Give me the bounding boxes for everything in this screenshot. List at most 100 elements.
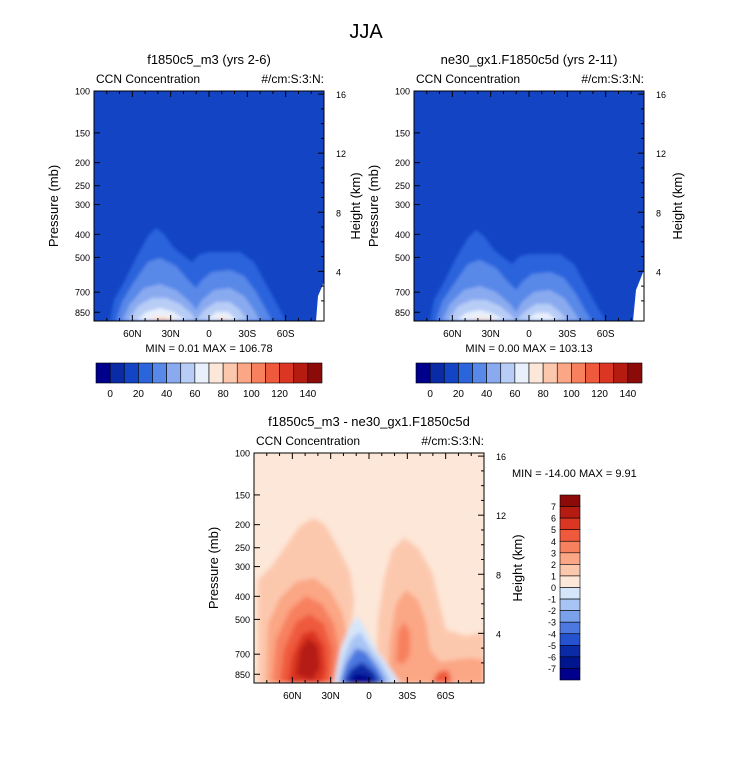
colorbar-label: 120 <box>271 389 288 400</box>
colorbar-box <box>251 362 266 384</box>
colorbar-box <box>559 587 581 600</box>
y2-tick-label: 12 <box>656 149 666 159</box>
colorbar-label: 0 <box>427 389 433 400</box>
y-tick-label: 300 <box>235 562 250 572</box>
colorbar-label: 100 <box>563 389 580 400</box>
x-tick-label: 30S <box>558 329 576 340</box>
colorbar-box <box>559 529 581 542</box>
colorbar-box <box>559 656 581 669</box>
y-tick-label: 200 <box>395 158 410 168</box>
colorbar-box <box>472 362 487 384</box>
colorbar-box <box>559 668 581 681</box>
y-tick-label: 150 <box>395 128 410 138</box>
colorbar-box <box>180 362 196 384</box>
panel-a-ylabel-right: Height (km) <box>348 172 363 239</box>
y-tick-label: 500 <box>75 253 90 263</box>
y-tick-label: 250 <box>235 543 250 553</box>
y2-tick-label: 16 <box>336 90 346 100</box>
panel-b-ylabel: Pressure (mb) <box>366 165 381 247</box>
x-tick-label: 30N <box>481 329 499 340</box>
x-tick-label: 30N <box>321 691 339 702</box>
panel-b-right-label: #/cm:S:3:N: <box>581 72 644 86</box>
panel-b: ne30_gx1.F1850c5d (yrs 2-11) CCN Concent… <box>366 52 685 400</box>
x-tick-label: 0 <box>526 329 532 340</box>
colorbar-box <box>585 362 600 384</box>
x-tick-label: 30S <box>238 329 256 340</box>
colorbar-label: 80 <box>538 389 550 400</box>
colorbar-label: 0 <box>107 389 113 400</box>
x-tick-label: 60N <box>443 329 461 340</box>
y-tick-label: 100 <box>395 87 410 97</box>
colorbar-label: 1 <box>551 571 556 581</box>
panel-b-ylabel-right: Height (km) <box>670 172 685 239</box>
colorbar-box <box>208 362 224 384</box>
y-tick-label: 300 <box>75 200 90 210</box>
colorbar-box <box>458 362 473 384</box>
panel-b-title: ne30_gx1.F1850c5d (yrs 2-11) <box>441 52 618 67</box>
colorbar-box <box>152 362 167 384</box>
y2-tick-label: 16 <box>496 452 506 462</box>
colorbar-label: -3 <box>548 618 556 628</box>
panel-c-axes: 60N 30N 0 30S 60S 100 150 200 250 300 400 500 700 850… <box>235 449 506 703</box>
colorbar-box <box>559 633 581 646</box>
y-tick-label: 850 <box>395 308 410 318</box>
colorbar-box <box>109 362 125 384</box>
colorbar-label: 80 <box>218 389 230 400</box>
colorbar-box <box>95 362 111 384</box>
y-tick-label: 150 <box>235 490 250 500</box>
colorbar-label: -4 <box>548 629 556 639</box>
colorbar-box <box>222 362 238 384</box>
colorbar-box <box>265 362 280 384</box>
panel-c: f1850c5_m3 - ne30_gx1.F1850c5d CCN Conce… <box>206 414 637 702</box>
y-tick-label: 700 <box>235 650 250 660</box>
colorbar-box <box>559 621 581 635</box>
panel-b-axes: 60N 30N 0 30S 60S 100 150 200 250 300 400 500 700 850… <box>395 87 666 341</box>
colorbar-label: 20 <box>453 389 465 400</box>
panel-b-field <box>414 91 644 321</box>
colorbar-box <box>559 540 581 554</box>
panel-a: f1850c5_m3 (yrs 2-6) CCN Concentration #… <box>46 52 363 400</box>
colorbar-label: 140 <box>620 389 637 400</box>
colorbar-box <box>559 564 581 577</box>
x-tick-label: 60S <box>277 329 295 340</box>
colorbar-box <box>599 362 615 384</box>
panel-c-colorbar: 7 65 43 21 0 -1-2 -3-4 -5-6 -7 <box>548 494 581 681</box>
colorbar-box <box>559 552 581 565</box>
colorbar-label: -1 <box>548 595 556 605</box>
panel-c-right-label: #/cm:S:3:N: <box>421 434 484 448</box>
panel-c-ylabel-right: Height (km) <box>510 534 525 601</box>
x-tick-label: 60N <box>123 329 141 340</box>
colorbar-label: 20 <box>133 389 145 400</box>
colorbar-box <box>415 362 431 384</box>
colorbar-label: -2 <box>548 606 556 616</box>
colorbar-box <box>486 362 502 384</box>
y-tick-label: 300 <box>395 200 410 210</box>
colorbar-label: 60 <box>189 389 201 400</box>
colorbar-box <box>559 506 581 519</box>
y-tick-label: 500 <box>395 253 410 263</box>
y-tick-label: 400 <box>235 592 250 602</box>
colorbar-label: 120 <box>591 389 608 400</box>
y2-tick-label: 8 <box>496 570 501 580</box>
x-tick-label: 60N <box>283 691 301 702</box>
colorbar-label: 0 <box>551 583 556 593</box>
y-tick-label: 100 <box>75 87 90 97</box>
colorbar-label: 6 <box>551 514 556 524</box>
panel-a-axes: 60N 30N 0 30S 60S 100 150 200 250 300 400 500 700 850… <box>75 87 346 341</box>
colorbar-label: 40 <box>481 389 493 400</box>
panel-b-colorbar: 0 20 40 60 80 100 120 140 <box>415 362 643 400</box>
colorbar-box <box>542 362 558 384</box>
y-tick-label: 200 <box>235 520 250 530</box>
colorbar-box <box>500 362 516 384</box>
y2-tick-label: 8 <box>656 208 661 218</box>
colorbar-box <box>166 362 182 384</box>
y-tick-label: 250 <box>75 181 90 191</box>
y-tick-label: 700 <box>395 288 410 298</box>
colorbar-box <box>279 362 295 384</box>
colorbar-box <box>571 362 586 384</box>
panel-a-title: f1850c5_m3 (yrs 2-6) <box>147 52 271 67</box>
colorbar-box <box>307 362 323 384</box>
colorbar-label: -7 <box>548 664 556 674</box>
colorbar-label: 100 <box>243 389 260 400</box>
